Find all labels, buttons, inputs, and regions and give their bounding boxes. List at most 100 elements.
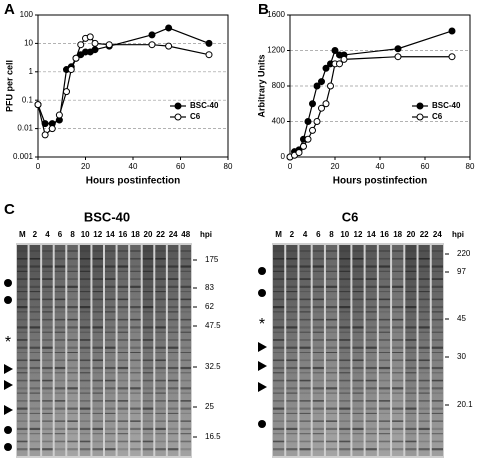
lane-label: 22 xyxy=(156,230,165,239)
arrowhead-symbol xyxy=(4,405,13,415)
lane-label: 4 xyxy=(45,230,50,239)
lane-label: 16 xyxy=(118,230,127,239)
data-point xyxy=(48,125,56,133)
arrowhead-symbol xyxy=(258,382,267,392)
y-tick-label: 1 xyxy=(29,67,34,76)
data-point xyxy=(205,39,213,47)
dot-symbol xyxy=(258,420,266,428)
lane-label: 20 xyxy=(144,230,153,239)
gel-title: BSC-40 xyxy=(84,209,130,224)
lane-label: 4 xyxy=(303,230,308,239)
y-tick-label: 0.01 xyxy=(17,124,33,133)
gel-lane xyxy=(17,245,28,456)
x-tick-label: 20 xyxy=(81,162,90,171)
data-point xyxy=(309,100,316,108)
x-tick-label: 80 xyxy=(466,162,475,171)
legend-label: C6 xyxy=(432,112,443,121)
data-point xyxy=(148,31,156,39)
lane-label: 12 xyxy=(93,230,102,239)
legend-marker xyxy=(174,113,182,121)
gel-lane xyxy=(273,245,285,456)
lane-label: 10 xyxy=(81,230,90,239)
data-point xyxy=(327,82,334,90)
data-point xyxy=(304,135,312,143)
data-point xyxy=(67,66,75,74)
gel-lane xyxy=(54,245,66,456)
panel-label: B xyxy=(258,1,269,18)
legend-marker xyxy=(174,102,182,110)
gel-lane xyxy=(325,245,338,456)
y-tick-label: 0.1 xyxy=(22,95,34,104)
lane-label: 10 xyxy=(340,230,349,239)
gel-lane xyxy=(312,245,324,456)
data-point xyxy=(72,54,80,62)
unit-label: hpi xyxy=(452,230,464,239)
size-marker: 30 xyxy=(457,352,466,361)
lane-label: 14 xyxy=(106,230,115,239)
size-marker: 16.5 xyxy=(205,432,221,441)
size-marker: 45 xyxy=(457,314,466,323)
y-tick-label: 10 xyxy=(24,39,33,48)
lane-label: 8 xyxy=(70,230,75,239)
unit-label: hpi xyxy=(200,230,212,239)
data-point xyxy=(313,118,321,125)
dot-symbol xyxy=(4,296,12,304)
size-marker: 83 xyxy=(205,283,214,292)
arrowhead-symbol xyxy=(258,342,267,352)
legend-label: BSC-40 xyxy=(190,101,219,110)
data-point xyxy=(322,100,330,108)
lane-label: 24 xyxy=(169,230,178,239)
gel-lane xyxy=(365,245,377,456)
size-marker: 62 xyxy=(205,302,214,311)
size-marker: 25 xyxy=(205,402,214,411)
data-point xyxy=(55,111,63,119)
x-axis-label: Hours postinfection xyxy=(86,176,180,187)
plot-frame xyxy=(37,14,229,158)
lane-label: 18 xyxy=(131,230,140,239)
lane-label: 16 xyxy=(380,230,389,239)
dot-symbol xyxy=(258,267,266,275)
y-tick-label: 800 xyxy=(272,81,286,90)
lane-label: 6 xyxy=(316,230,321,239)
gel-lane xyxy=(79,245,91,456)
gel-title: C6 xyxy=(342,209,359,224)
size-marker: 47.5 xyxy=(205,321,221,330)
y-axis-label: Arbitrary Units xyxy=(256,54,266,117)
data-point xyxy=(322,64,330,72)
data-point xyxy=(205,51,213,59)
gel-lane xyxy=(105,245,116,456)
x-tick-label: 80 xyxy=(224,162,233,171)
gel-lane xyxy=(42,245,53,456)
data-point xyxy=(331,47,339,54)
dot-symbol xyxy=(4,426,12,434)
gel-lane xyxy=(339,245,351,456)
gel-lane xyxy=(155,245,166,456)
data-point xyxy=(300,142,307,150)
x-axis-label: Hours postinfection xyxy=(333,176,427,187)
series-line xyxy=(289,56,452,158)
plot-frame xyxy=(289,14,471,158)
data-point xyxy=(91,46,99,54)
y-tick-label: 1600 xyxy=(267,10,285,19)
lane-label: 22 xyxy=(420,230,429,239)
x-tick-label: 0 xyxy=(36,162,41,171)
x-tick-label: 40 xyxy=(129,162,138,171)
lane-label: 8 xyxy=(329,230,334,239)
data-point xyxy=(148,41,156,49)
gel-lane xyxy=(92,245,103,456)
lane-label: M xyxy=(19,230,26,239)
gel-lane xyxy=(405,245,417,456)
legend-marker xyxy=(416,113,424,121)
lane-label: 18 xyxy=(393,230,402,239)
size-marker: 97 xyxy=(457,267,466,276)
data-point xyxy=(86,33,94,41)
gel-lane xyxy=(431,245,443,456)
data-point xyxy=(448,27,456,35)
data-point xyxy=(318,104,325,112)
legend-label: BSC-40 xyxy=(432,101,461,110)
data-point xyxy=(295,149,303,157)
arrowhead-symbol xyxy=(4,364,13,374)
lane-label: 24 xyxy=(433,230,442,239)
arrowhead-symbol xyxy=(258,361,267,371)
